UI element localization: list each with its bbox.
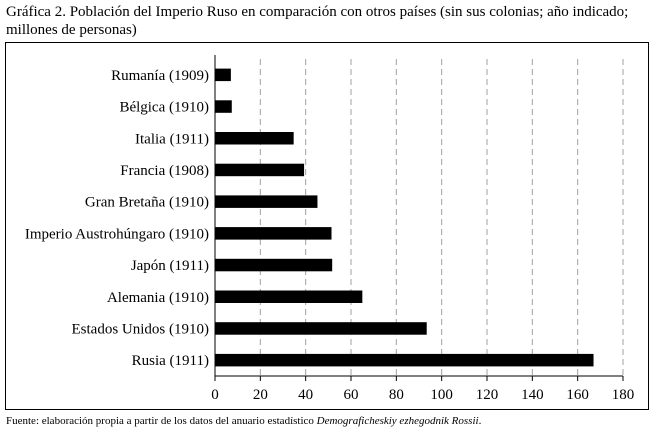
category-label-4: Gran Bretaña (1910) <box>85 195 209 211</box>
bar-0 <box>215 68 231 82</box>
bar-6 <box>215 258 333 272</box>
source-note: Fuente: elaboración propia a partir de l… <box>6 414 481 428</box>
category-label-5: Imperio Austrohúngaro (1910) <box>25 226 209 242</box>
x-tick-label-5: 100 <box>430 387 453 403</box>
x-tick-label-7: 140 <box>521 387 544 403</box>
x-tick-label-6: 120 <box>476 387 499 403</box>
category-label-6: Japón (1911) <box>131 258 209 274</box>
bar-5 <box>215 227 332 240</box>
category-label-9: Rusia (1911) <box>132 353 209 369</box>
x-tick-label-9: 180 <box>612 387 635 403</box>
bar-chart: Rumanía (1909) Bélgica (1910) Italia (1911… <box>25 55 635 403</box>
source-suffix: . <box>478 415 482 427</box>
category-label-8: Estados Unidos (1910) <box>72 321 210 337</box>
bar-4 <box>215 195 318 208</box>
category-label-2: Italia (1911) <box>135 131 209 147</box>
x-tick-label-8: 160 <box>566 387 589 403</box>
x-tick-label-4: 80 <box>389 387 404 403</box>
chart-frame: Rumanía (1909) Bélgica (1910) Italia (1911… <box>5 42 649 410</box>
x-tick-label-3: 60 <box>344 387 359 403</box>
bar-2 <box>215 132 294 145</box>
chart-title: Gráfica 2. Población del Imperio Ruso en… <box>6 4 629 38</box>
bar-8 <box>215 322 427 335</box>
bar-7 <box>215 290 363 303</box>
x-tick-label-2: 40 <box>298 387 313 403</box>
category-label-7: Alemania (1910) <box>107 290 209 306</box>
bar-3 <box>215 163 305 177</box>
x-tick-label-1: 20 <box>253 387 268 403</box>
source-prefix: Fuente: elaboración propia a partir de l… <box>6 415 317 427</box>
source-publication: Demograficheskiy ezhegodnik Rossii <box>316 415 479 427</box>
category-label-1: Bélgica (1910) <box>119 100 209 116</box>
category-label-3: Francia (1908) <box>120 163 209 179</box>
x-tick-label-0: 0 <box>211 387 219 403</box>
category-label-0: Rumanía (1909) <box>111 68 209 84</box>
bar-9 <box>215 353 594 367</box>
bar-1 <box>215 100 232 113</box>
